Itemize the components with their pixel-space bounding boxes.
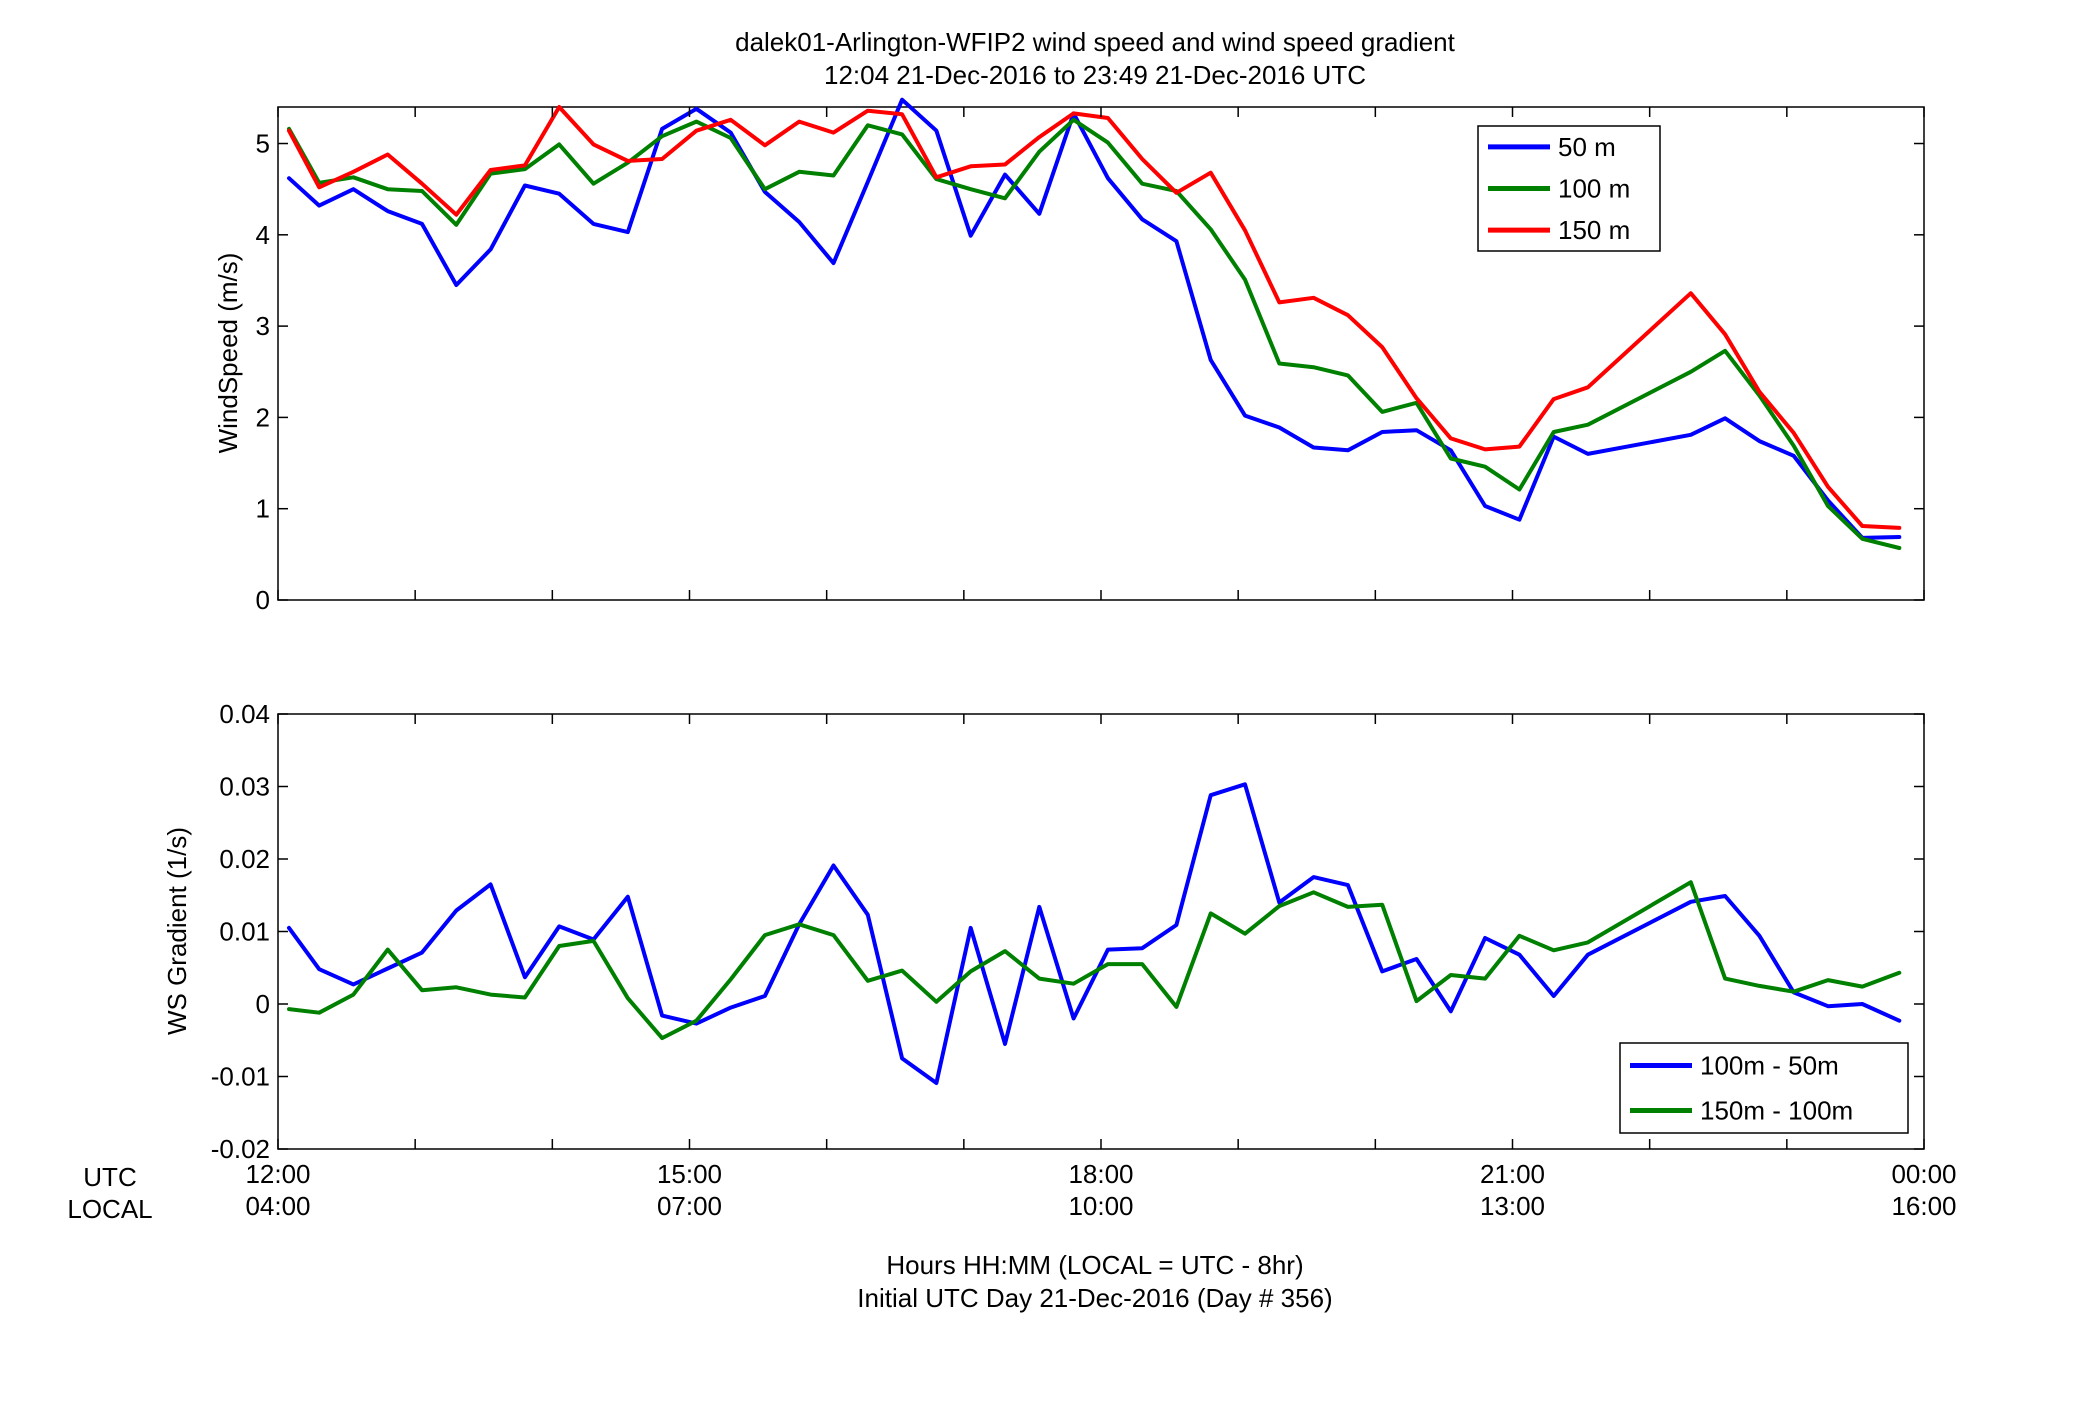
gradient-y-tick-label: -0.02 bbox=[211, 1134, 270, 1164]
local-tick-label: 10:00 bbox=[1068, 1191, 1133, 1221]
utc-tick-label: 12:00 bbox=[245, 1159, 310, 1189]
windspeed-series-line-2 bbox=[287, 105, 1902, 530]
gradient-y-tick-label: 0 bbox=[256, 989, 270, 1019]
utc-tick-label: 15:00 bbox=[657, 1159, 722, 1189]
local-tick-labels: 04:00 07:00 10:00 13:00 16:00 bbox=[245, 1191, 1956, 1221]
windspeed-plot-frame bbox=[277, 106, 1925, 601]
gradient-y-tick-label: 0.02 bbox=[219, 844, 270, 874]
chart-subtitle: 12:04 21-Dec-2016 to 23:49 21-Dec-2016 U… bbox=[824, 60, 1366, 90]
local-tick-label: 13:00 bbox=[1480, 1191, 1545, 1221]
windspeed-y-tick-label: 3 bbox=[256, 311, 270, 341]
windspeed-axes: 0 1 2 3 4 5 WindSpeed (m/s) 50 m 100 m 150 m bbox=[213, 97, 1925, 615]
windspeed-series-line-1 bbox=[287, 117, 1902, 550]
local-row-label: LOCAL bbox=[67, 1194, 152, 1224]
gradient-legend-label: 100m - 50m bbox=[1700, 1051, 1839, 1081]
local-tick-label: 16:00 bbox=[1891, 1191, 1956, 1221]
gradient-series-group bbox=[287, 782, 1902, 1085]
gradient-y-axis-label: WS Gradient (1/s) bbox=[162, 827, 192, 1035]
gradient-y-tick-label: 0.03 bbox=[219, 772, 270, 802]
windspeed-legend-label: 150 m bbox=[1558, 215, 1630, 245]
utc-tick-label: 21:00 bbox=[1480, 1159, 1545, 1189]
windspeed-y-axis-label: WindSpeed (m/s) bbox=[213, 253, 243, 454]
windspeed-legend-label: 100 m bbox=[1558, 174, 1630, 204]
local-tick-label: 04:00 bbox=[245, 1191, 310, 1221]
windspeed-y-tick-label: 5 bbox=[256, 129, 270, 159]
windspeed-y-tick-label: 1 bbox=[256, 494, 270, 524]
local-tick-label: 07:00 bbox=[657, 1191, 722, 1221]
chart-title: dalek01-Arlington-WFIP2 wind speed and w… bbox=[735, 27, 1456, 57]
windspeed-legend: 50 m 100 m 150 m bbox=[1477, 125, 1661, 252]
windspeed-y-tick-label: 0 bbox=[256, 585, 270, 615]
utc-tick-labels: 12:00 15:00 18:00 21:00 00:00 bbox=[245, 1159, 1956, 1189]
gradient-axes: -0.02 -0.01 0 0.01 0.02 0.03 0.04 WS Gradient … bbox=[162, 699, 1925, 1164]
utc-tick-label: 18:00 bbox=[1068, 1159, 1133, 1189]
gradient-y-tick-label: 0.01 bbox=[219, 917, 270, 947]
gradient-legend: 100m - 50m 150m - 100m bbox=[1619, 1042, 1909, 1134]
gradient-legend-box bbox=[1619, 1042, 1909, 1134]
gradient-series-line-1 bbox=[287, 880, 1902, 1041]
windspeed-y-tick-label: 4 bbox=[256, 220, 270, 250]
x-axis-label: Hours HH:MM (LOCAL = UTC - 8hr) bbox=[886, 1250, 1303, 1280]
x-axis-sublabel: Initial UTC Day 21-Dec-2016 (Day # 356) bbox=[857, 1283, 1332, 1313]
utc-row-label: UTC bbox=[83, 1162, 136, 1192]
windspeed-series-line-0 bbox=[287, 97, 1902, 540]
gradient-legend-label: 150m - 100m bbox=[1700, 1096, 1853, 1126]
windspeed-series-group bbox=[287, 97, 1902, 550]
windspeed-legend-label: 50 m bbox=[1558, 132, 1616, 162]
windspeed-y-tick-label: 2 bbox=[256, 402, 270, 432]
gradient-y-tick-label: 0.04 bbox=[219, 699, 270, 729]
utc-tick-label: 00:00 bbox=[1891, 1159, 1956, 1189]
windspeed-y-ticks: 0 1 2 3 4 5 bbox=[256, 129, 1924, 615]
gradient-x-ticks bbox=[277, 714, 1925, 1149]
gradient-series-line-0 bbox=[287, 782, 1902, 1085]
gradient-y-ticks: -0.02 -0.01 0 0.01 0.02 0.03 0.04 bbox=[211, 699, 1924, 1164]
windspeed-x-ticks bbox=[277, 107, 1925, 600]
gradient-y-tick-label: -0.01 bbox=[211, 1062, 270, 1092]
